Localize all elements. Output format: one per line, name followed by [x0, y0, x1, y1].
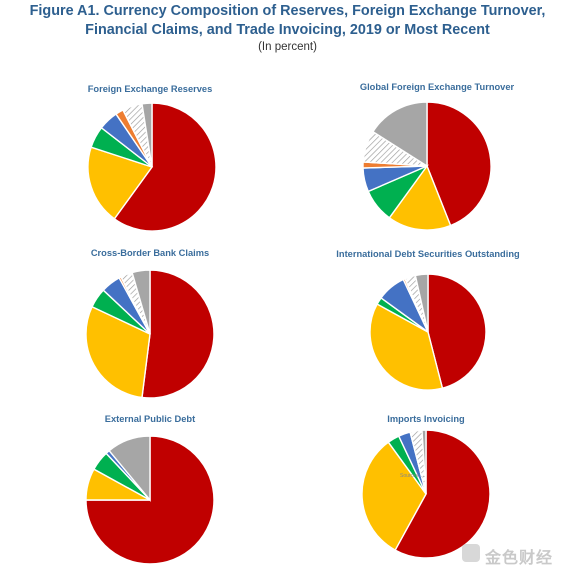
pie-chart-title: Global Foreign Exchange Turnover: [359, 82, 515, 92]
pie-slice-red: [85, 435, 215, 565]
pie-slice-yellow: [388, 164, 452, 231]
pie-slice-red: [394, 429, 491, 559]
pie-chart-title: Cross-Border Bank Claims: [90, 248, 210, 258]
pie-chart-title: Foreign Exchange Reserves: [87, 84, 213, 94]
pie-slice-red: [113, 102, 217, 232]
pie-slice-gray: [421, 429, 427, 495]
pie-slice-yellow: [369, 303, 444, 391]
pie-slice-gray: [141, 102, 153, 168]
pie-slice-red: [427, 273, 487, 390]
pie-slice-red: [141, 269, 215, 399]
pie-chart-6: [361, 429, 491, 559]
pie-chart-1: [87, 102, 217, 232]
pie-slice-yellow: [361, 441, 427, 552]
pie-chart-4: [369, 273, 487, 391]
pie-chart-2: [362, 101, 492, 231]
footnote: Sources: ...: [400, 473, 426, 479]
pie-slice-yellow: [87, 146, 154, 220]
figure-header: Figure A1. Currency Composition of Reser…: [0, 0, 575, 54]
gold-finance-logo-icon: [462, 544, 480, 562]
figure-subtitle: (In percent): [258, 41, 317, 53]
pie-chart-title: International Debt Securities Outstandin…: [336, 249, 520, 259]
pie-slice-yellow: [85, 305, 151, 399]
pie-chart-title: Imports Invoicing: [387, 414, 465, 424]
pie-chart-title: External Public Debt: [104, 414, 196, 424]
pie-slice-gray: [371, 101, 428, 168]
figure-title-line-1: Figure A1. Currency Composition of Reser…: [29, 3, 546, 19]
pie-slice-red: [426, 101, 492, 227]
pie-slice-gray: [131, 269, 151, 335]
pie-chart-3: [85, 269, 215, 399]
figure-title-line-2: Financial Claims, and Trade Invoicing, 2…: [85, 21, 490, 38]
pie-chart-5: [85, 435, 215, 565]
pie-slice-gray: [108, 435, 151, 502]
watermark-text: 金色财经: [485, 550, 554, 567]
pie-slice-gray: [414, 273, 429, 333]
